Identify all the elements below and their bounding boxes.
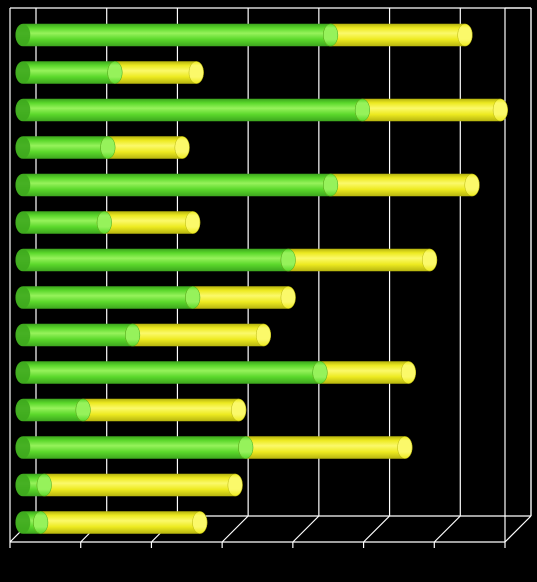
chart-container: { "chart": { "type": "stacked-bar-3d-hor…: [0, 0, 537, 582]
stacked-bar-3d-chart: [0, 0, 537, 582]
